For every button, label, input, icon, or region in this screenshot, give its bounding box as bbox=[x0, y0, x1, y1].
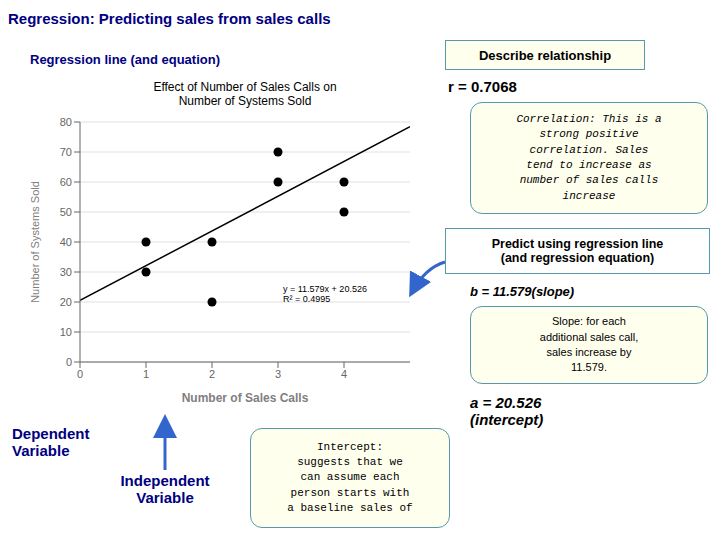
html-text:Correlation: This is a strong: Correlation: This is a strong positive c… bbox=[516, 112, 662, 202]
svg-text:0: 0 bbox=[66, 356, 72, 368]
html-text:r = 0.7068: r = 0.7068 bbox=[448, 78, 517, 95]
html-text:b = 11.579(slope): b = 11.579(slope) bbox=[470, 284, 575, 299]
svg-text:Number of Sales Calls: Number of Sales Calls bbox=[182, 391, 309, 405]
svg-text:80: 80 bbox=[60, 116, 72, 128]
html-text:Regression: Predicting sales f: Regression: Predicting sales from sales … bbox=[8, 10, 331, 27]
html-text:Dependent Variable: Dependent Variable bbox=[12, 425, 90, 459]
svg-text:70: 70 bbox=[60, 146, 72, 158]
svg-text:Number of Systems Sold: Number of Systems Sold bbox=[29, 181, 41, 303]
svg-text:0: 0 bbox=[77, 368, 83, 380]
svg-text:1: 1 bbox=[143, 368, 149, 380]
svg-text:40: 40 bbox=[60, 236, 72, 248]
svg-text:30: 30 bbox=[60, 266, 72, 278]
svg-text:20: 20 bbox=[60, 296, 72, 308]
html-text:y = 11.579x + 20.526 R² = 0.49: y = 11.579x + 20.526 R² = 0.4995 bbox=[283, 284, 367, 304]
html-text:Effect of Number of Sales Call: Effect of Number of Sales Calls on Numbe… bbox=[153, 80, 337, 109]
html-text:Describe relationship: Describe relationship bbox=[478, 47, 612, 63]
svg-text:10: 10 bbox=[60, 326, 72, 338]
svg-text:4: 4 bbox=[341, 368, 347, 380]
html-text:Predict using regression line: Predict using regression line (and regre… bbox=[491, 237, 664, 265]
html-text:Slope: for each additional sal: Slope: for each additional sales call, s… bbox=[539, 315, 639, 374]
svg-text:3: 3 bbox=[275, 368, 281, 380]
svg-text:50: 50 bbox=[60, 206, 72, 218]
html-text:Independent Variable: Independent Variable bbox=[120, 472, 210, 506]
svg-text:60: 60 bbox=[60, 176, 72, 188]
svg-text:2: 2 bbox=[209, 368, 215, 380]
html-text:Regression line (and equation): Regression line (and equation) bbox=[30, 52, 220, 67]
html-text:a = 20.526 (intercept): a = 20.526 (intercept) bbox=[470, 394, 544, 428]
html-text:Intercept: suggests that we ca: Intercept: suggests that we can assume e… bbox=[287, 440, 413, 515]
